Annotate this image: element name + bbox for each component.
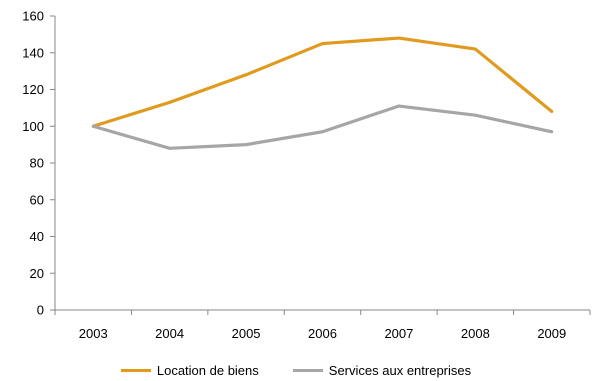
x-tick-label: 2003 (79, 326, 108, 341)
y-tick-label: 40 (30, 229, 44, 244)
data-point-location-de-biens (168, 100, 172, 104)
data-point-services-aux-entreprises (91, 124, 95, 128)
y-tick-label: 20 (30, 266, 44, 281)
axes (54, 16, 590, 311)
data-point-location-de-biens (473, 47, 477, 51)
x-tick-label: 2005 (232, 326, 261, 341)
y-tick-label: 160 (22, 9, 44, 24)
x-tick-label: 2007 (384, 326, 413, 341)
y-tick-label: 140 (22, 45, 44, 60)
x-tick-label: 2006 (308, 326, 337, 341)
x-tick-label: 2004 (155, 326, 184, 341)
legend-label-location-de-biens: Location de biens (156, 362, 259, 378)
series-lines (91, 36, 554, 150)
y-tick-label: 60 (30, 192, 44, 207)
y-tick-label: 100 (22, 119, 44, 134)
y-axis-ticks: 0 20 40 60 80 100 120 140 160 (22, 9, 55, 318)
data-point-location-de-biens (550, 110, 554, 114)
data-point-services-aux-entreprises (550, 130, 554, 134)
data-point-services-aux-entreprises (473, 113, 477, 117)
legend-item-location-de-biens: Location de biens (120, 362, 259, 378)
x-axis-ticks: 2003 2004 2005 2006 2007 2008 2009 (54, 310, 591, 341)
data-point-services-aux-entreprises (397, 104, 401, 108)
y-tick-label: 80 (30, 156, 44, 171)
y-tick-label: 0 (37, 303, 44, 318)
series-line-location-de-biens (92, 36, 553, 128)
series-line-services-aux-entreprises (92, 104, 553, 150)
legend-label-services-aux-entreprises: Services aux entreprises (328, 362, 472, 378)
legend-swatch-services-aux-entreprises (292, 368, 323, 372)
legend: Location de biens Services aux entrepris… (0, 360, 592, 380)
data-point-services-aux-entreprises (244, 143, 248, 147)
legend-swatch-location-de-biens (120, 368, 151, 372)
data-point-services-aux-entreprises (168, 146, 172, 150)
data-point-location-de-biens (397, 36, 401, 40)
legend-item-services-aux-entreprises: Services aux entreprises (292, 362, 472, 378)
data-point-location-de-biens (321, 42, 324, 46)
data-point-location-de-biens (244, 73, 248, 77)
x-tick-label: 2009 (537, 326, 566, 341)
data-point-services-aux-entreprises (321, 130, 324, 134)
x-tick-label: 2008 (461, 326, 490, 341)
y-tick-label: 120 (22, 82, 44, 97)
